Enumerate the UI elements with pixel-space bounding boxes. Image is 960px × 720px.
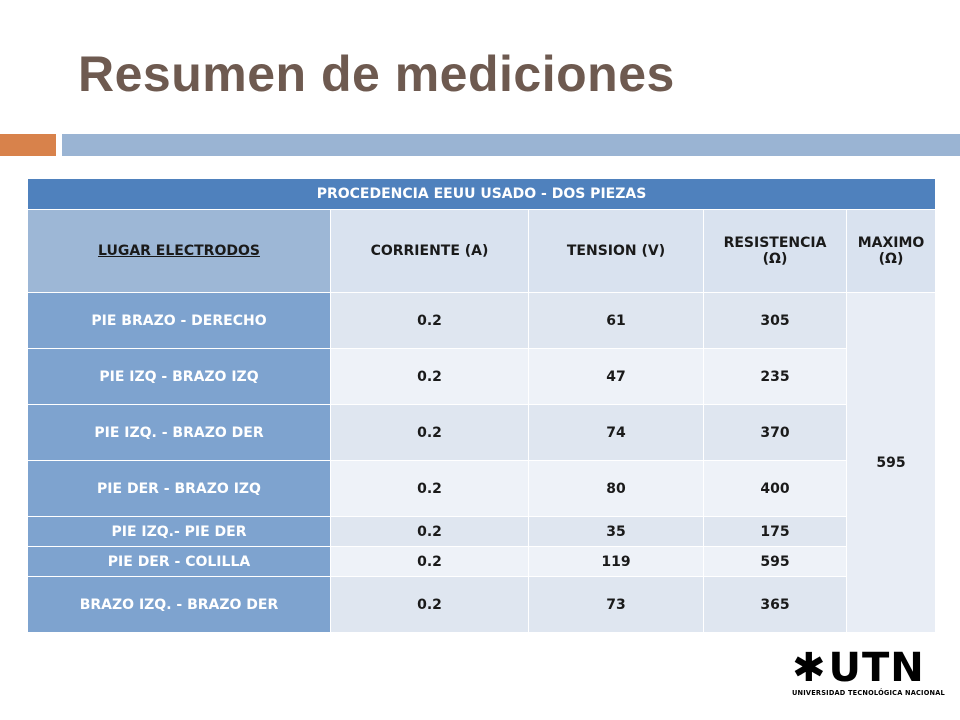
- page-title: Resumen de mediciones: [78, 46, 675, 102]
- header-resistencia: RESISTENCIA (Ω): [703, 209, 847, 293]
- cell-tension: 35: [528, 516, 704, 547]
- header-resistencia-label: RESISTENCIA: [723, 235, 827, 251]
- cell-resistencia: 305: [703, 292, 847, 349]
- title-underline-bar: [62, 134, 960, 156]
- cell-lugar: PIE DER - BRAZO IZQ: [27, 460, 331, 517]
- header-maximo: MAXIMO (Ω): [845, 209, 937, 293]
- cell-resistencia: 370: [703, 404, 847, 461]
- table-row: PIE IZQ. - BRAZO DER 0.2 74 370: [27, 404, 936, 461]
- cell-lugar: PIE BRAZO - DERECHO: [27, 292, 331, 349]
- table-row: BRAZO IZQ. - BRAZO DER 0.2 73 365: [27, 576, 936, 633]
- table-header-row: LUGAR ELECTRODOS CORRIENTE (A) TENSION (…: [27, 209, 937, 293]
- cell-tension: 73: [528, 576, 704, 633]
- header-maximo-unit: (Ω): [878, 251, 904, 267]
- table-caption: PROCEDENCIA EEUU USADO - DOS PIEZAS: [26, 178, 937, 210]
- cell-resistencia: 235: [703, 348, 847, 405]
- accent-bar: [0, 134, 56, 156]
- cell-lugar: PIE DER - COLILLA: [27, 546, 331, 577]
- cell-tension: 47: [528, 348, 704, 405]
- table-row: PIE BRAZO - DERECHO 0.2 61 305 595: [27, 292, 937, 633]
- utn-logo: ✱ UTN UNIVERSIDAD TECNOLÓGICA NACIONAL: [792, 645, 945, 697]
- cell-corriente: 0.2: [330, 546, 529, 577]
- header-resistencia-unit: (Ω): [762, 251, 788, 267]
- logo-text: UTN: [828, 645, 925, 691]
- cell-corriente: 0.2: [330, 348, 529, 405]
- header-tension: TENSION (V): [528, 209, 704, 293]
- header-corriente: CORRIENTE (A): [330, 209, 529, 293]
- cell-resistencia: 595: [703, 546, 847, 577]
- cell-resistencia: 365: [703, 576, 847, 633]
- cell-tension: 74: [528, 404, 704, 461]
- cell-tension: 80: [528, 460, 704, 517]
- cell-corriente: 0.2: [330, 460, 529, 517]
- logo-subtitle: UNIVERSIDAD TECNOLÓGICA NACIONAL: [792, 689, 945, 697]
- header-lugar: LUGAR ELECTRODOS: [27, 209, 331, 293]
- cell-resistencia: 175: [703, 516, 847, 547]
- table-row: PIE IZQ.- PIE DER 0.2 35 175: [27, 516, 936, 547]
- table-row: PIE DER - COLILLA 0.2 119 595: [27, 546, 936, 577]
- cell-lugar: BRAZO IZQ. - BRAZO DER: [27, 576, 331, 633]
- utn-star-icon: ✱: [792, 645, 827, 691]
- cell-resistencia: 400: [703, 460, 847, 517]
- cell-lugar: PIE IZQ - BRAZO IZQ: [27, 348, 331, 405]
- cell-corriente: 0.2: [330, 292, 529, 349]
- measurements-table: PROCEDENCIA EEUU USADO - DOS PIEZAS LUGA…: [26, 178, 937, 633]
- cell-lugar: PIE IZQ.- PIE DER: [27, 516, 331, 547]
- cell-corriente: 0.2: [330, 404, 529, 461]
- cell-tension: 61: [528, 292, 704, 349]
- header-maximo-label: MAXIMO: [857, 235, 925, 251]
- table-row: PIE DER - BRAZO IZQ 0.2 80 400: [27, 460, 936, 517]
- cell-lugar: PIE IZQ. - BRAZO DER: [27, 404, 331, 461]
- cell-corriente: 0.2: [330, 516, 529, 547]
- cell-corriente: 0.2: [330, 576, 529, 633]
- table-caption-row: PROCEDENCIA EEUU USADO - DOS PIEZAS: [26, 178, 937, 210]
- cell-maximo: 595: [845, 292, 937, 633]
- cell-tension: 119: [528, 546, 704, 577]
- table-row: PIE IZQ - BRAZO IZQ 0.2 47 235: [27, 348, 936, 405]
